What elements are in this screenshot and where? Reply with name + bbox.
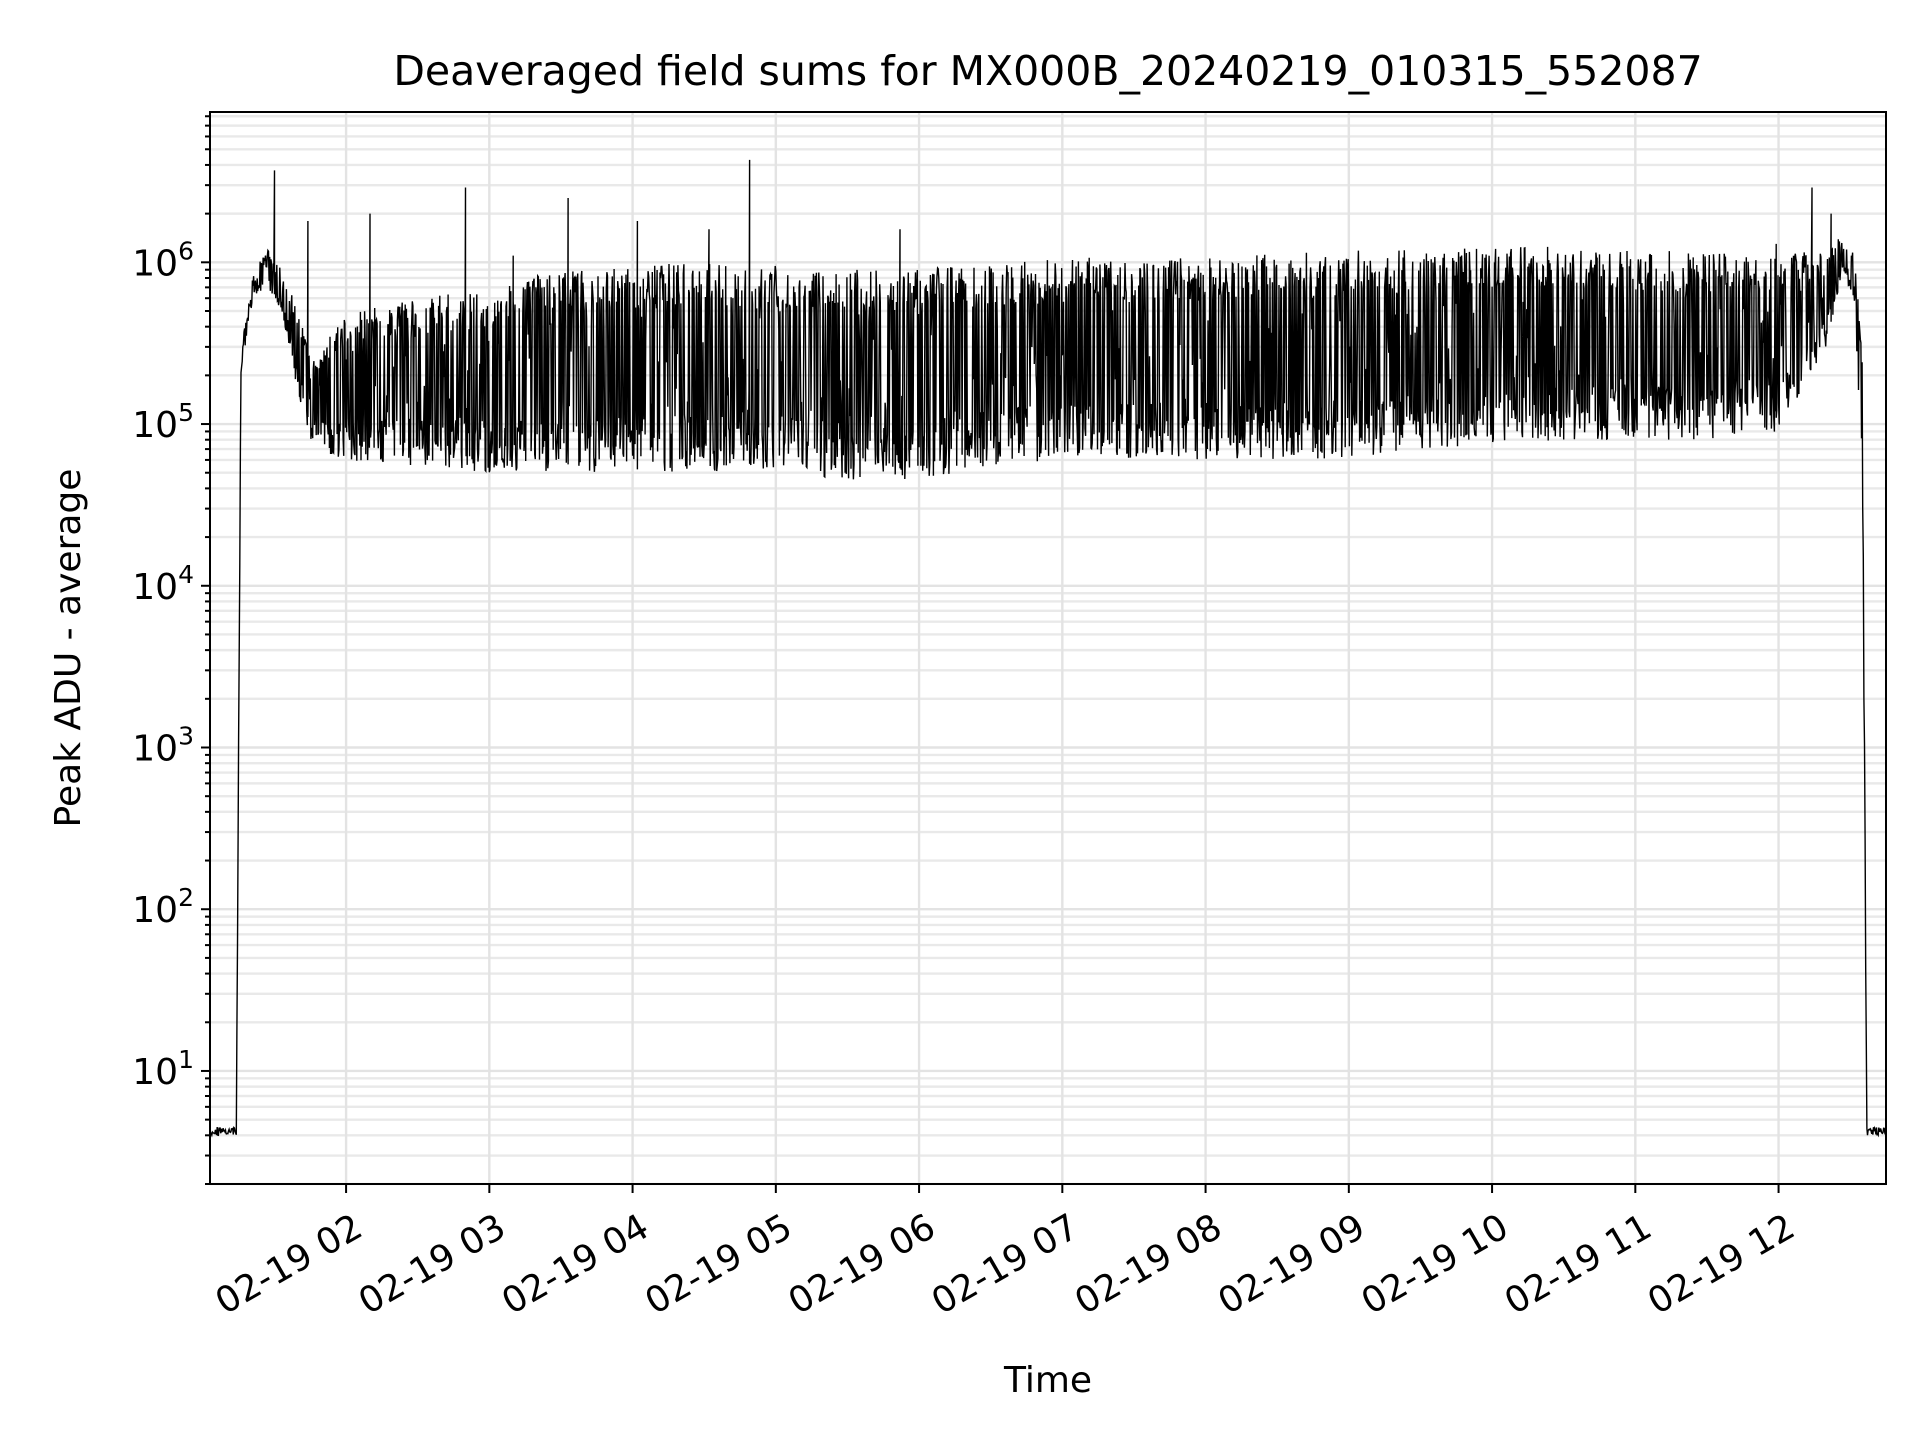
y-axis-label: Peak ADU - average (48, 469, 89, 828)
y-tick-label: 102 (132, 883, 194, 931)
y-tick-label: 103 (132, 721, 194, 769)
series-line-peak-adu (209, 159, 1887, 1138)
y-tick-label: 104 (132, 560, 194, 608)
x-axis-label: Time (1003, 1360, 1092, 1401)
y-tick-label: 105 (132, 398, 194, 446)
y-tick-label: 101 (132, 1045, 194, 1093)
chart-title: Deaveraged field sums for MX000B_2024021… (393, 47, 1702, 95)
grid-layer (210, 112, 1886, 1186)
plot-frame (209, 111, 1887, 1185)
y-tick-label: 106 (132, 236, 194, 284)
series-layer (209, 159, 1887, 1138)
